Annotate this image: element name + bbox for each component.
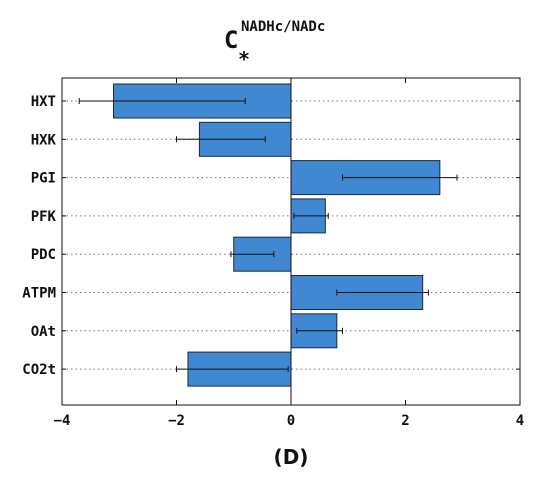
y-tick-label: OAt	[31, 324, 56, 340]
x-tick-label: −4	[54, 413, 71, 429]
chart-title: C NADHc/NADc *	[224, 19, 325, 71]
y-axis: HXT HXK PGI PFK PDC ATPM OAt CO2t	[22, 94, 520, 378]
title-main: C	[224, 26, 238, 54]
y-tick-label: CO2t	[22, 362, 56, 378]
y-tick-label: PFK	[31, 209, 57, 225]
bars	[113, 83, 441, 387]
x-axis: −4 −2 0 2 4	[54, 78, 524, 429]
x-tick-label: 0	[287, 413, 295, 429]
y-tick-label: PDC	[31, 247, 56, 263]
figure-caption: (D)	[274, 445, 309, 469]
y-tick-label: PGI	[31, 171, 56, 187]
title-subscript: *	[238, 47, 250, 71]
y-tick-label: ATPM	[22, 286, 56, 302]
y-tick-label: HXK	[31, 132, 57, 148]
title-superscript: NADHc/NADc	[241, 19, 325, 35]
x-tick-label: 2	[401, 413, 409, 429]
y-tick-label: HXT	[31, 94, 56, 110]
x-tick-label: 4	[516, 413, 524, 429]
x-tick-label: −2	[168, 413, 185, 429]
error-bars	[78, 98, 458, 373]
